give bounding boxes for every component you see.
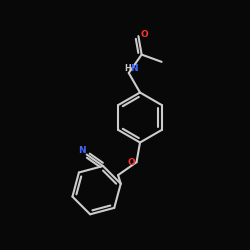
- Text: O: O: [140, 30, 148, 39]
- Text: N: N: [130, 64, 138, 73]
- Text: O: O: [127, 158, 135, 167]
- Text: H: H: [124, 64, 131, 73]
- Text: N: N: [78, 146, 86, 155]
